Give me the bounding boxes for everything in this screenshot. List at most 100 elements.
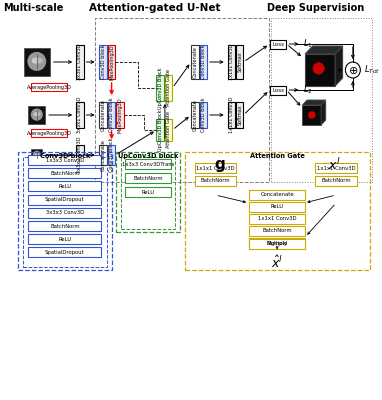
FancyBboxPatch shape bbox=[157, 75, 164, 101]
FancyBboxPatch shape bbox=[199, 102, 207, 128]
Text: SpatialDropout: SpatialDropout bbox=[45, 197, 85, 202]
FancyBboxPatch shape bbox=[125, 187, 172, 197]
Text: Loss: Loss bbox=[272, 88, 284, 92]
Text: SpatialDropout: SpatialDropout bbox=[45, 250, 85, 255]
Text: 1x3x3 Conv3DTrans: 1x3x3 Conv3DTrans bbox=[122, 162, 174, 166]
Ellipse shape bbox=[32, 58, 39, 64]
Bar bbox=[23, 157, 107, 267]
FancyBboxPatch shape bbox=[108, 145, 115, 165]
Bar bbox=[31, 149, 42, 161]
FancyBboxPatch shape bbox=[249, 239, 305, 249]
FancyBboxPatch shape bbox=[31, 83, 67, 91]
Text: 3x3x1 Conv3D: 3x3x1 Conv3D bbox=[77, 44, 83, 80]
Bar bbox=[95, 18, 269, 182]
FancyBboxPatch shape bbox=[76, 45, 84, 79]
Text: Concatenate: Concatenate bbox=[192, 99, 197, 131]
FancyBboxPatch shape bbox=[316, 163, 357, 173]
Text: AveragePooling3D: AveragePooling3D bbox=[26, 130, 71, 136]
Text: Multi-scale: Multi-scale bbox=[3, 3, 63, 13]
FancyBboxPatch shape bbox=[28, 194, 101, 204]
FancyBboxPatch shape bbox=[249, 190, 305, 200]
Text: g: g bbox=[215, 157, 225, 172]
Text: Attention-gated U-Net: Attention-gated U-Net bbox=[89, 3, 220, 13]
Text: Multiply: Multiply bbox=[267, 242, 288, 246]
FancyBboxPatch shape bbox=[157, 119, 164, 141]
FancyBboxPatch shape bbox=[249, 214, 305, 224]
Text: $L_{Tot}$: $L_{Tot}$ bbox=[364, 64, 380, 76]
Polygon shape bbox=[321, 100, 326, 125]
Ellipse shape bbox=[312, 62, 325, 74]
Text: Softmax: Softmax bbox=[237, 52, 242, 72]
FancyBboxPatch shape bbox=[28, 234, 101, 244]
Text: Sigmoid: Sigmoid bbox=[266, 240, 288, 246]
Bar bbox=[116, 152, 180, 232]
Text: Conv3D block: Conv3D block bbox=[201, 45, 206, 79]
Text: Conv3D block: Conv3D block bbox=[101, 45, 106, 79]
FancyBboxPatch shape bbox=[236, 102, 243, 128]
Text: Attention Gate: Attention Gate bbox=[250, 153, 304, 159]
Bar bbox=[28, 106, 45, 124]
Text: ReLU: ReLU bbox=[141, 190, 155, 194]
FancyBboxPatch shape bbox=[116, 102, 124, 128]
Text: ReLU: ReLU bbox=[58, 237, 71, 242]
Text: 3x3x1 Conv3D: 3x3x1 Conv3D bbox=[77, 97, 83, 133]
FancyBboxPatch shape bbox=[125, 159, 172, 169]
FancyBboxPatch shape bbox=[28, 168, 101, 178]
Text: $\hat{x}^l$: $\hat{x}^l$ bbox=[271, 255, 283, 271]
Text: BatchNorm: BatchNorm bbox=[50, 224, 80, 228]
FancyBboxPatch shape bbox=[195, 163, 236, 173]
FancyBboxPatch shape bbox=[270, 86, 286, 94]
Text: ReLU: ReLU bbox=[270, 204, 284, 210]
Ellipse shape bbox=[28, 52, 46, 71]
Text: Conv3D block: Conv3D block bbox=[201, 98, 206, 132]
Text: 1x1x1 Conv3D: 1x1x1 Conv3D bbox=[229, 97, 234, 133]
Text: UpConv3D Block: UpConv3D Block bbox=[158, 67, 163, 109]
FancyBboxPatch shape bbox=[108, 102, 115, 128]
Bar bbox=[270, 18, 372, 182]
FancyBboxPatch shape bbox=[76, 145, 84, 165]
FancyBboxPatch shape bbox=[125, 173, 172, 183]
Text: 1x1x1 Conv3D: 1x1x1 Conv3D bbox=[196, 166, 235, 170]
FancyBboxPatch shape bbox=[270, 40, 286, 48]
Text: $L_2$: $L_2$ bbox=[303, 84, 313, 96]
Text: Concatenate: Concatenate bbox=[192, 46, 197, 78]
Ellipse shape bbox=[36, 112, 40, 116]
Polygon shape bbox=[335, 46, 343, 86]
Text: MaxPooling3D: MaxPooling3D bbox=[109, 44, 114, 80]
Text: 1x3x3 Conv3D: 1x3x3 Conv3D bbox=[46, 158, 84, 162]
Bar bbox=[121, 157, 175, 229]
Text: BatchNorm: BatchNorm bbox=[133, 176, 163, 180]
Text: BatchNorm: BatchNorm bbox=[262, 228, 292, 234]
Bar bbox=[305, 54, 335, 86]
Ellipse shape bbox=[33, 151, 41, 159]
Text: $L_1$: $L_1$ bbox=[303, 38, 313, 50]
Text: 3x3x2 Conv3D: 3x3x2 Conv3D bbox=[77, 137, 83, 173]
Text: AveragePooling3D: AveragePooling3D bbox=[26, 84, 71, 90]
Text: Attention Gate: Attention Gate bbox=[166, 70, 171, 106]
Text: Concatenate: Concatenate bbox=[101, 99, 106, 131]
Text: BatchNorm: BatchNorm bbox=[321, 178, 351, 184]
Ellipse shape bbox=[37, 153, 39, 156]
Text: ReLU: ReLU bbox=[58, 184, 71, 189]
Bar bbox=[18, 152, 112, 270]
FancyBboxPatch shape bbox=[228, 45, 235, 79]
Ellipse shape bbox=[34, 112, 38, 116]
Text: $\oplus$: $\oplus$ bbox=[348, 64, 358, 76]
Text: Concatenate: Concatenate bbox=[260, 192, 294, 198]
FancyBboxPatch shape bbox=[249, 202, 305, 212]
FancyBboxPatch shape bbox=[28, 208, 101, 218]
FancyBboxPatch shape bbox=[99, 102, 107, 128]
Ellipse shape bbox=[31, 108, 43, 121]
FancyBboxPatch shape bbox=[228, 102, 235, 128]
Text: Attention Gate: Attention Gate bbox=[166, 112, 171, 148]
Text: UpConv3D Block: UpConv3D Block bbox=[158, 109, 163, 151]
FancyBboxPatch shape bbox=[199, 45, 207, 79]
FancyBboxPatch shape bbox=[191, 102, 199, 128]
Text: Concatenate: Concatenate bbox=[101, 139, 106, 171]
Circle shape bbox=[345, 62, 360, 78]
FancyBboxPatch shape bbox=[99, 45, 107, 79]
FancyBboxPatch shape bbox=[28, 221, 101, 231]
FancyBboxPatch shape bbox=[28, 155, 101, 165]
FancyBboxPatch shape bbox=[76, 102, 84, 128]
FancyBboxPatch shape bbox=[28, 247, 101, 258]
